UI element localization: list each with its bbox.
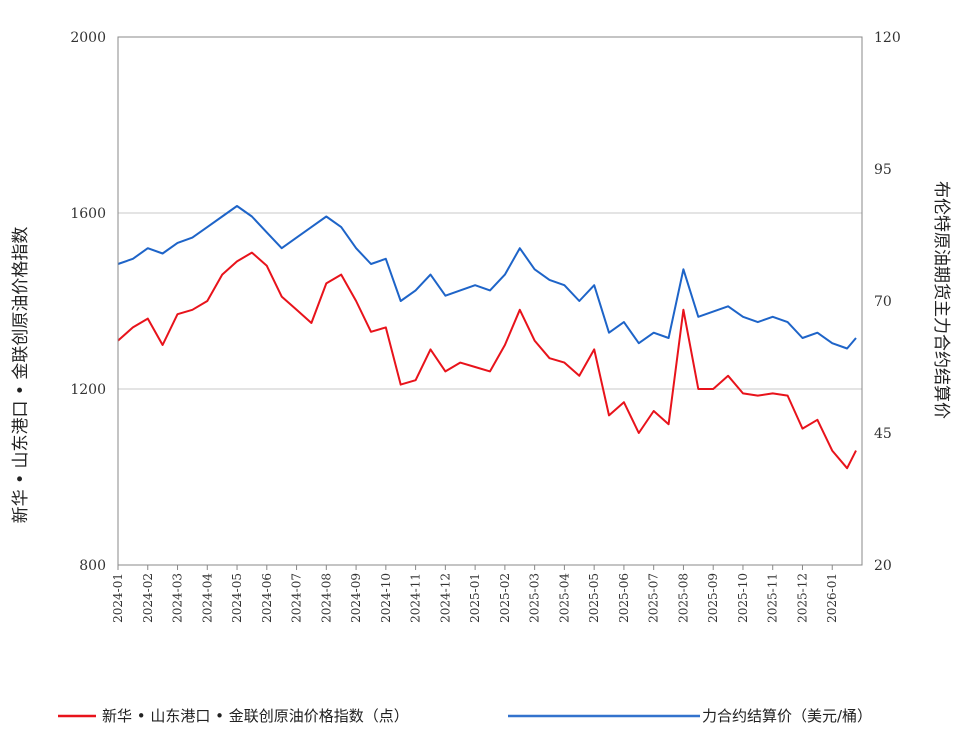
y-right-tick-label: 95 [874,162,892,178]
x-tick-label: 2024-01 [111,573,125,623]
x-tick-label: 2025-01 [468,573,482,623]
legend: 新华 • 山东港口 • 金联创原油价格指数（点） 力合约结算价（美元/桶） [58,707,872,725]
x-tick-label: 2025-11 [766,573,780,623]
y-left-tick-label: 1200 [70,382,106,398]
series-line-index [117,251,857,470]
y-right-tick-label: 20 [874,558,892,574]
y-right-tick-label: 120 [874,30,901,46]
x-tick-label: 2025-09 [706,573,720,623]
x-tick-label: 2024-10 [379,573,393,623]
x-tick-label: 2025-12 [795,573,809,623]
x-tick-label: 2025-07 [647,573,661,623]
x-tick-label: 2024-09 [349,573,363,623]
y-left-tick-label: 1600 [70,206,106,222]
x-tick-label: 2025-02 [498,573,512,623]
x-tick-label: 2025-03 [528,573,542,623]
x-tick-label: 2024-08 [319,573,333,623]
legend-label-red: 新华 • 山东港口 • 金联创原油价格指数（点） [102,707,409,725]
x-axis-ticks: 2024-01 2024-02 2024-03 2024-04 2024-05 2024-… [111,565,839,623]
legend-label-blue: 力合约结算价（美元/桶） [702,707,872,725]
series-lines [117,205,857,470]
x-tick-label: 2024-04 [200,573,214,623]
x-tick-label: 2025-05 [587,573,601,623]
x-tick-label: 2024-06 [260,573,274,623]
y-right-tick-label: 70 [874,294,892,310]
right-axis-title: 布伦特原油期货主力合约结算价 [931,181,951,419]
x-tick-label: 2026-01 [825,573,839,623]
left-axis-ticks: 800 1200 1600 2000 [70,30,106,574]
series-line-brent [117,205,857,350]
x-tick-label: 2024-02 [141,573,155,623]
y-left-tick-label: 800 [79,558,106,574]
x-tick-label: 2024-07 [290,573,304,623]
x-tick-label: 2024-03 [171,573,185,623]
x-tick-label: 2024-05 [230,573,244,623]
x-tick-label: 2025-04 [557,573,571,623]
x-tick-label: 2024-12 [438,573,452,623]
left-axis-title: 新华 • 山东港口 • 金联创原油价格指数 [11,227,31,524]
right-axis-ticks: 20 45 70 95 120 [874,30,901,574]
y-left-tick-label: 2000 [70,30,106,46]
y-right-tick-label: 45 [874,426,892,442]
plot-frame [117,36,863,566]
x-tick-label: 2024-11 [409,573,423,623]
x-tick-label: 2025-06 [617,573,631,623]
gridlines [118,212,862,390]
x-tick-label: 2025-10 [736,573,750,623]
x-tick-label: 2025-08 [676,573,690,623]
